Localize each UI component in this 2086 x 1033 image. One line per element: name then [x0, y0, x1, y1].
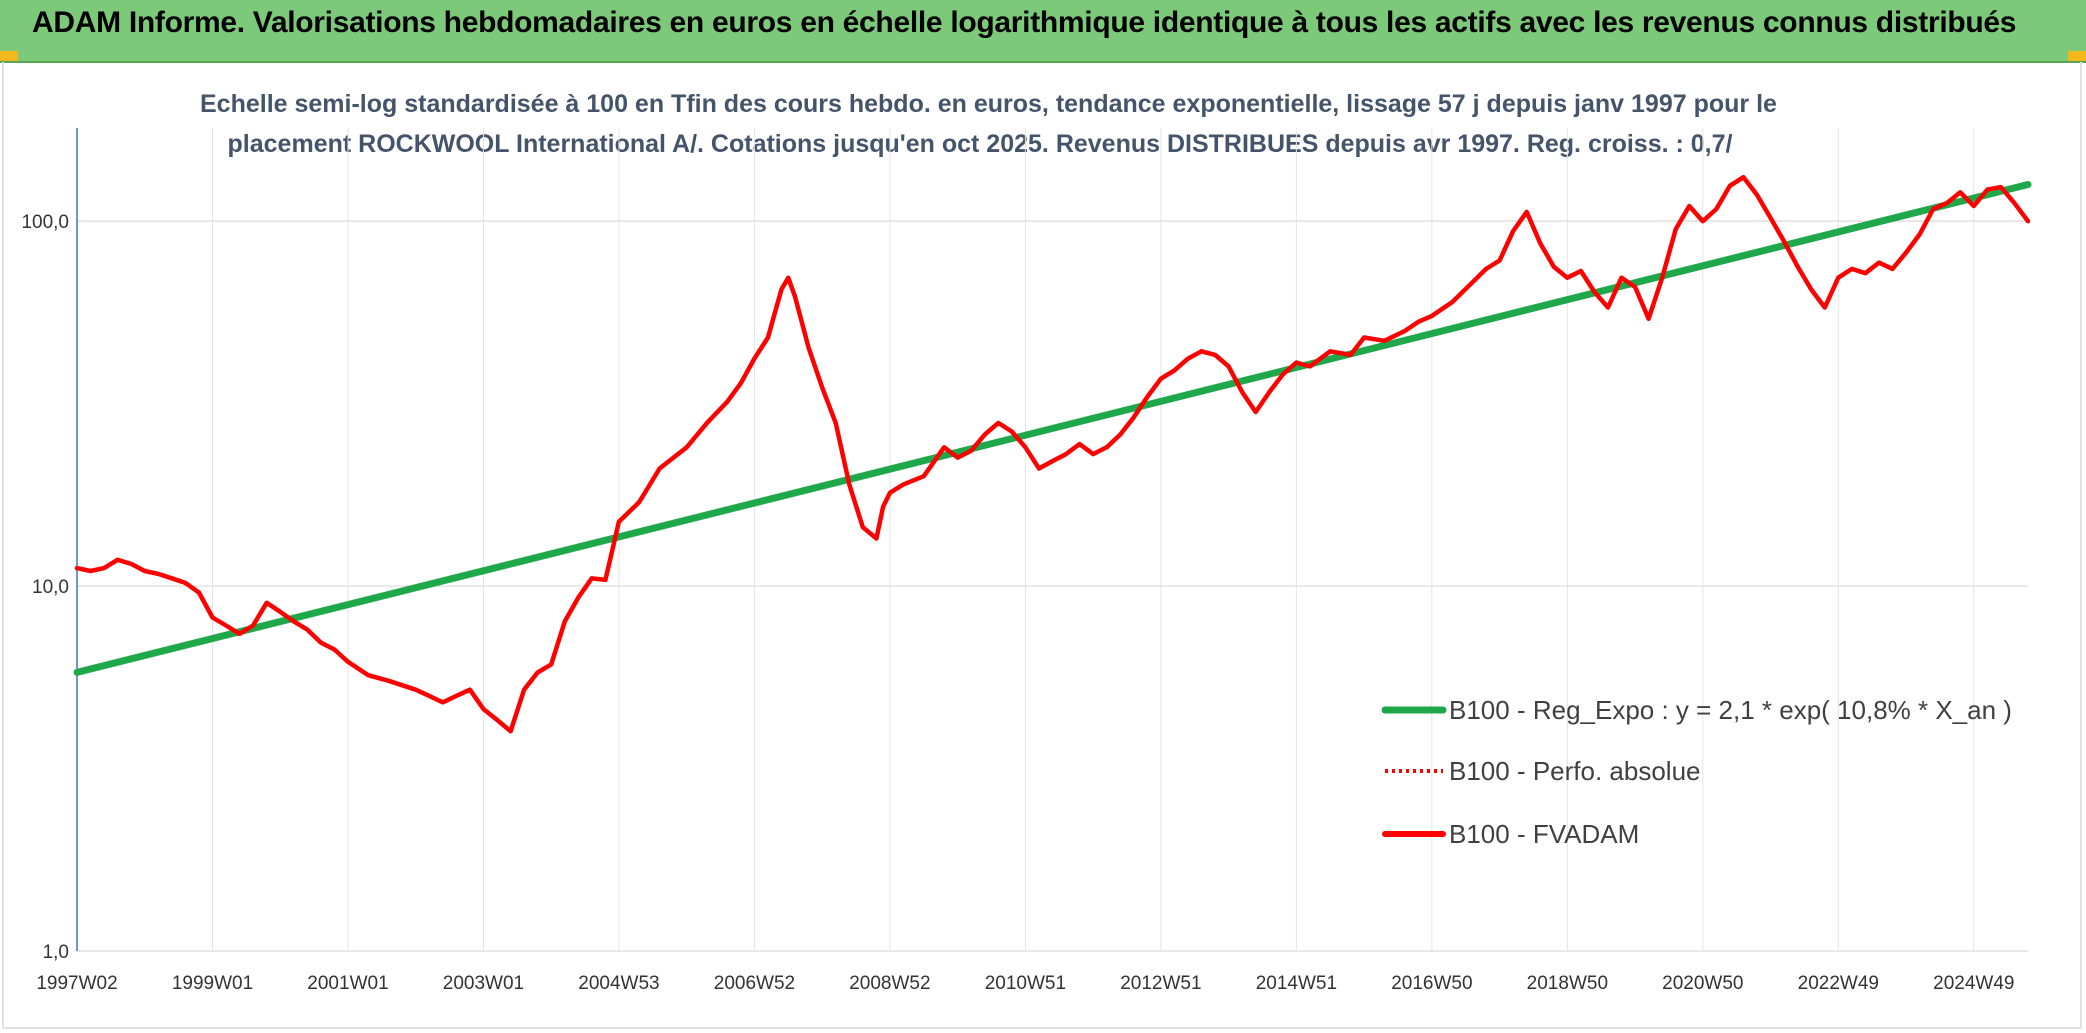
chart-title-line2: placement ROCKWOOL International A/. Cot…	[227, 130, 1733, 158]
y-tick-label: 100,0	[21, 212, 69, 233]
gridlines	[76, 128, 2028, 952]
x-tick-label: 1999W01	[172, 973, 253, 994]
legend-label-2: B100 - FVADAM	[1449, 819, 1639, 849]
chart-frame	[2, 62, 2082, 1029]
x-tick-label: 2018W50	[1527, 973, 1608, 994]
x-tick-label: 2004W53	[578, 973, 659, 994]
x-tick-label: 2012W51	[1120, 973, 1201, 994]
x-tick-label: 2010W51	[985, 973, 1066, 994]
y-tick-label: 10,0	[32, 577, 69, 598]
x-tick-label: 2008W52	[849, 973, 930, 994]
x-tick-label: 2006W52	[714, 973, 795, 994]
x-axis-ticks: 1997W02 1999W01 2001W01 2003W01 2004W53 2006W…	[36, 973, 2014, 994]
corner-marker-left	[0, 51, 18, 61]
x-tick-label: 2014W51	[1256, 973, 1337, 994]
x-tick-label: 2022W49	[1798, 973, 1879, 994]
x-tick-label: 2003W01	[443, 973, 524, 994]
y-axis-ticks: 1,0 10,0 100,0	[21, 212, 69, 963]
legend-label-0: B100 - Reg_Expo : y = 2,1 * exp( 10,8% *…	[1449, 695, 2012, 725]
series-line-2	[74, 174, 2031, 734]
legend: B100 - Reg_Expo : y = 2,1 * exp( 10,8% *…	[1381, 695, 2012, 849]
x-tick-label: 2016W50	[1391, 973, 1472, 994]
y-tick-label: 1,0	[43, 942, 69, 963]
x-tick-label: 2020W50	[1662, 973, 1743, 994]
legend-label-1: B100 - Perfo. absolue	[1449, 756, 1701, 786]
chart-title-line1: Echelle semi-log standardisée à 100 en T…	[200, 90, 1777, 118]
series-group	[73, 174, 2032, 734]
corner-marker-right	[2068, 51, 2086, 61]
x-tick-label: 2024W49	[1933, 973, 2014, 994]
x-tick-label: 2001W01	[307, 973, 388, 994]
page-title: ADAM Informe. Valorisations hebdomadaire…	[32, 6, 2017, 39]
x-tick-label: 1997W02	[36, 973, 117, 994]
title-banner: ADAM Informe. Valorisations hebdomadaire…	[0, 0, 2086, 63]
series-line-0	[73, 181, 2032, 676]
